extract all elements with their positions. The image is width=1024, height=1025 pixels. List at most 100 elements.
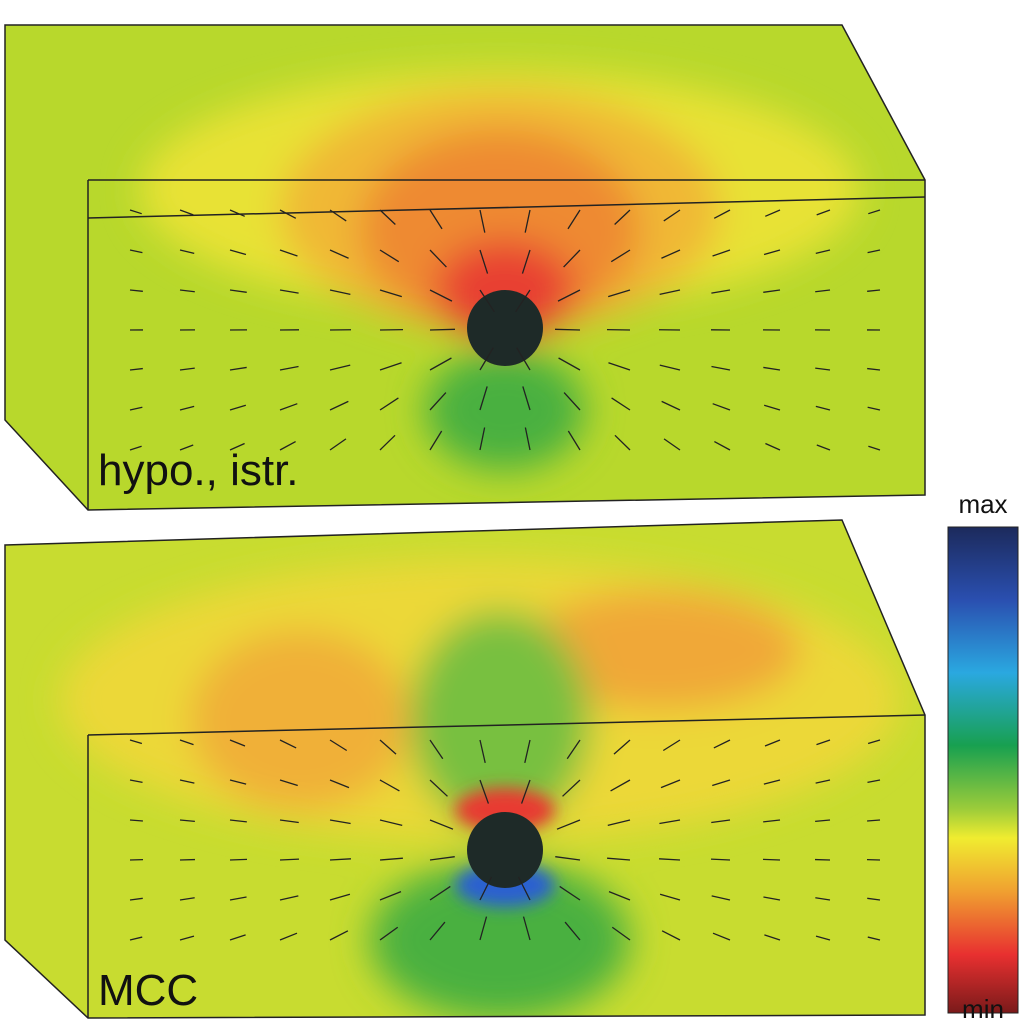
vector bbox=[229, 858, 248, 861]
vector bbox=[479, 249, 489, 274]
colorbar-min: min bbox=[962, 994, 1004, 1024]
vector bbox=[379, 926, 399, 941]
vector bbox=[179, 367, 195, 371]
vector bbox=[763, 404, 781, 411]
cavity bbox=[467, 812, 543, 888]
vector bbox=[867, 739, 881, 745]
vector bbox=[607, 819, 631, 826]
vector bbox=[229, 404, 247, 411]
vector bbox=[379, 779, 400, 792]
vector bbox=[229, 442, 245, 451]
contours bbox=[60, 560, 900, 1018]
vector bbox=[229, 209, 245, 217]
vector bbox=[566, 739, 581, 760]
vector bbox=[479, 347, 494, 371]
vector bbox=[429, 885, 451, 901]
vector bbox=[815, 935, 831, 941]
vector bbox=[279, 858, 300, 861]
box-1-edges bbox=[4, 24, 926, 511]
vector bbox=[429, 249, 447, 268]
vector bbox=[815, 249, 831, 255]
vector bbox=[329, 779, 350, 789]
cavity bbox=[467, 290, 543, 366]
vector bbox=[429, 392, 447, 411]
vector bbox=[711, 819, 731, 824]
vector bbox=[179, 289, 195, 293]
vector bbox=[129, 445, 142, 451]
vector bbox=[279, 249, 298, 257]
vector bbox=[524, 739, 531, 764]
vector bbox=[522, 386, 531, 411]
vector bbox=[429, 921, 446, 941]
vector bbox=[379, 209, 396, 225]
vector bbox=[179, 444, 194, 451]
vector bbox=[129, 249, 143, 254]
vector bbox=[608, 362, 631, 371]
vector bbox=[524, 427, 531, 451]
vector bbox=[479, 209, 486, 233]
vectors bbox=[129, 209, 881, 451]
vector bbox=[279, 779, 298, 787]
vector bbox=[660, 779, 681, 789]
vector bbox=[710, 858, 731, 861]
vector bbox=[279, 895, 299, 901]
vector bbox=[429, 856, 455, 861]
vector bbox=[179, 739, 194, 746]
vector bbox=[129, 779, 143, 783]
vector bbox=[567, 430, 581, 451]
vector bbox=[610, 249, 631, 263]
vector bbox=[816, 739, 831, 746]
vector bbox=[662, 739, 681, 752]
vector bbox=[179, 819, 195, 823]
vector bbox=[867, 289, 881, 292]
vector bbox=[129, 739, 143, 745]
vector bbox=[816, 209, 831, 216]
vector bbox=[867, 406, 881, 411]
vector bbox=[614, 209, 631, 225]
vector bbox=[661, 249, 681, 259]
vector bbox=[429, 739, 444, 760]
vector bbox=[279, 739, 297, 749]
vector bbox=[379, 289, 402, 298]
vector bbox=[613, 739, 631, 755]
vector bbox=[379, 739, 397, 755]
vector bbox=[329, 289, 351, 296]
vector bbox=[179, 209, 194, 216]
vector bbox=[764, 739, 781, 747]
vector bbox=[379, 819, 403, 826]
vector bbox=[329, 739, 348, 752]
vector bbox=[279, 403, 298, 411]
vector bbox=[712, 249, 731, 257]
vector bbox=[129, 367, 143, 371]
vector bbox=[479, 386, 488, 411]
vector bbox=[521, 249, 531, 274]
vector bbox=[659, 364, 681, 371]
vector bbox=[556, 819, 581, 830]
vector bbox=[661, 930, 681, 941]
vector bbox=[279, 365, 299, 371]
vector bbox=[867, 819, 881, 822]
vector bbox=[429, 430, 443, 451]
vector bbox=[429, 209, 443, 230]
vector bbox=[479, 876, 493, 901]
vector bbox=[765, 442, 781, 451]
vector bbox=[279, 440, 296, 451]
vector bbox=[712, 932, 731, 941]
vector bbox=[129, 289, 143, 292]
vector bbox=[712, 779, 731, 787]
vector bbox=[129, 936, 143, 941]
vector bbox=[479, 779, 490, 804]
vector bbox=[229, 289, 247, 293]
vector bbox=[663, 209, 681, 222]
vector bbox=[379, 362, 402, 371]
vector bbox=[557, 289, 581, 302]
vector bbox=[763, 819, 781, 823]
vector bbox=[815, 289, 831, 293]
vector bbox=[429, 357, 452, 371]
vector bbox=[179, 405, 195, 411]
vector bbox=[479, 427, 486, 451]
vector bbox=[663, 438, 681, 451]
vector bbox=[564, 921, 581, 941]
vector bbox=[608, 289, 631, 298]
